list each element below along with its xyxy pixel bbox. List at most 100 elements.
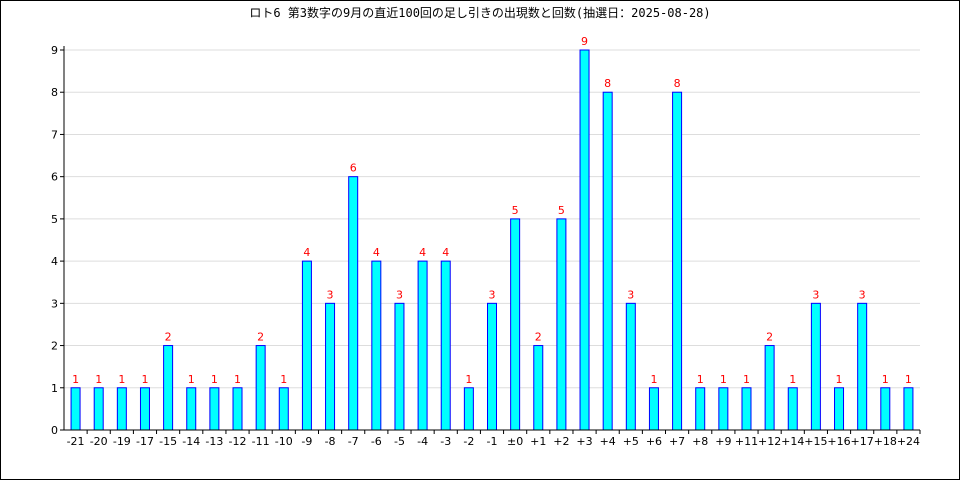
data-label: 3: [812, 288, 819, 301]
x-tick-label: -7: [348, 435, 359, 448]
x-tick-label: -19: [113, 435, 131, 448]
x-tick-label: +1: [530, 435, 546, 448]
x-tick-label: +3: [576, 435, 592, 448]
bar: [93, 387, 104, 431]
bar: [672, 91, 683, 431]
bar: [139, 387, 150, 431]
data-label: 1: [211, 373, 218, 386]
y-tick-label: 4: [51, 255, 58, 268]
data-label: 2: [535, 331, 542, 344]
y-tick-labels: 0 1 2 3 4 5 6 7 8 9: [51, 44, 58, 437]
x-tick-label: +12: [758, 435, 781, 448]
data-label: 2: [766, 331, 773, 344]
bar: [394, 302, 405, 431]
bar: [232, 387, 243, 431]
x-tick-label: +24: [897, 435, 920, 448]
bar: [764, 345, 775, 431]
x-tick-label: +17: [851, 435, 874, 448]
data-label: 2: [165, 331, 172, 344]
x-tick-label: +6: [646, 435, 662, 448]
bar: [741, 387, 752, 431]
x-tick-label: +2: [553, 435, 569, 448]
x-tick-label: -3: [440, 435, 451, 448]
data-label: 1: [465, 373, 472, 386]
data-label: 4: [303, 246, 310, 259]
data-label: 2: [257, 331, 264, 344]
bar: [186, 387, 197, 431]
x-tick-label: +11: [735, 435, 758, 448]
y-tick-label: 2: [51, 340, 58, 353]
bar: [348, 176, 359, 431]
data-label: 4: [373, 246, 380, 259]
data-label: 1: [95, 373, 102, 386]
data-label: 8: [674, 77, 681, 90]
data-label: 1: [905, 373, 912, 386]
chart-title: ロト6 第3数字の9月の直近100回の足し引きの出現数と回数(抽選日：2025-…: [249, 6, 711, 20]
bar: [116, 387, 127, 431]
bar: [163, 345, 174, 431]
bar: [834, 387, 845, 431]
x-tick-label: +16: [827, 435, 850, 448]
bar: [371, 260, 382, 431]
data-label: 3: [489, 288, 496, 301]
x-tick-label: -2: [463, 435, 474, 448]
axes: [60, 46, 921, 434]
bar: [857, 302, 868, 431]
data-label: 3: [396, 288, 403, 301]
data-label: 1: [743, 373, 750, 386]
data-label: 1: [882, 373, 889, 386]
x-tick-label: -14: [182, 435, 200, 448]
bar: [602, 91, 613, 431]
bar: [70, 387, 81, 431]
bar: [648, 387, 659, 431]
bar: [880, 387, 891, 431]
x-tick-label: +14: [781, 435, 804, 448]
data-label: 5: [512, 204, 519, 217]
data-label: 1: [280, 373, 287, 386]
x-tick-label: -6: [371, 435, 382, 448]
data-label: 1: [141, 373, 148, 386]
data-label: 1: [188, 373, 195, 386]
data-label: 1: [650, 373, 657, 386]
data-label: 4: [442, 246, 449, 259]
y-tick-label: 8: [51, 86, 58, 99]
x-tick-label: -17: [136, 435, 154, 448]
bar: [695, 387, 706, 431]
bar: [787, 387, 798, 431]
x-tick-label: -1: [487, 435, 498, 448]
data-label: 3: [327, 288, 334, 301]
data-label: 9: [581, 35, 588, 48]
x-tick-label: +5: [623, 435, 639, 448]
data-label: 1: [789, 373, 796, 386]
y-tick-label: 0: [51, 424, 58, 437]
data-label: 1: [234, 373, 241, 386]
y-tick-label: 6: [51, 171, 58, 184]
x-tick-label: -12: [229, 435, 247, 448]
data-label: 1: [697, 373, 704, 386]
x-tick-label: +7: [669, 435, 685, 448]
bars: [70, 49, 914, 431]
y-tick-label: 3: [51, 297, 58, 310]
bar: [510, 218, 521, 431]
bar: [487, 302, 497, 431]
x-tick-label: +8: [692, 435, 708, 448]
data-labels: 1 1 1 1 2 1 1 1 2 1 4 3 6 4 3 4 4 1 3 5 2 5 9 8 3 1 8 1 1 1 2 1 3 1 3 1 1: [72, 35, 912, 386]
data-label: 3: [627, 288, 634, 301]
x-tick-labels: -21 -20 -19 -17 -15 -14 -13 -12 -11 -10 -9 -8 -7 -6 -5…: [67, 435, 920, 448]
bar: [810, 302, 821, 431]
x-tick-label: +4: [600, 435, 616, 448]
data-label: 5: [558, 204, 565, 217]
x-tick-label: -9: [301, 435, 312, 448]
x-tick-label: -15: [159, 435, 177, 448]
x-tick-label: -11: [252, 435, 270, 448]
bar: [417, 260, 428, 431]
bar: [209, 387, 220, 431]
x-tick-label: ±0: [507, 435, 523, 448]
data-label: 4: [419, 246, 426, 259]
bar: [278, 387, 289, 431]
x-tick-label: -21: [67, 435, 85, 448]
y-tick-label: 7: [51, 128, 58, 141]
x-tick-label: -4: [417, 435, 428, 448]
